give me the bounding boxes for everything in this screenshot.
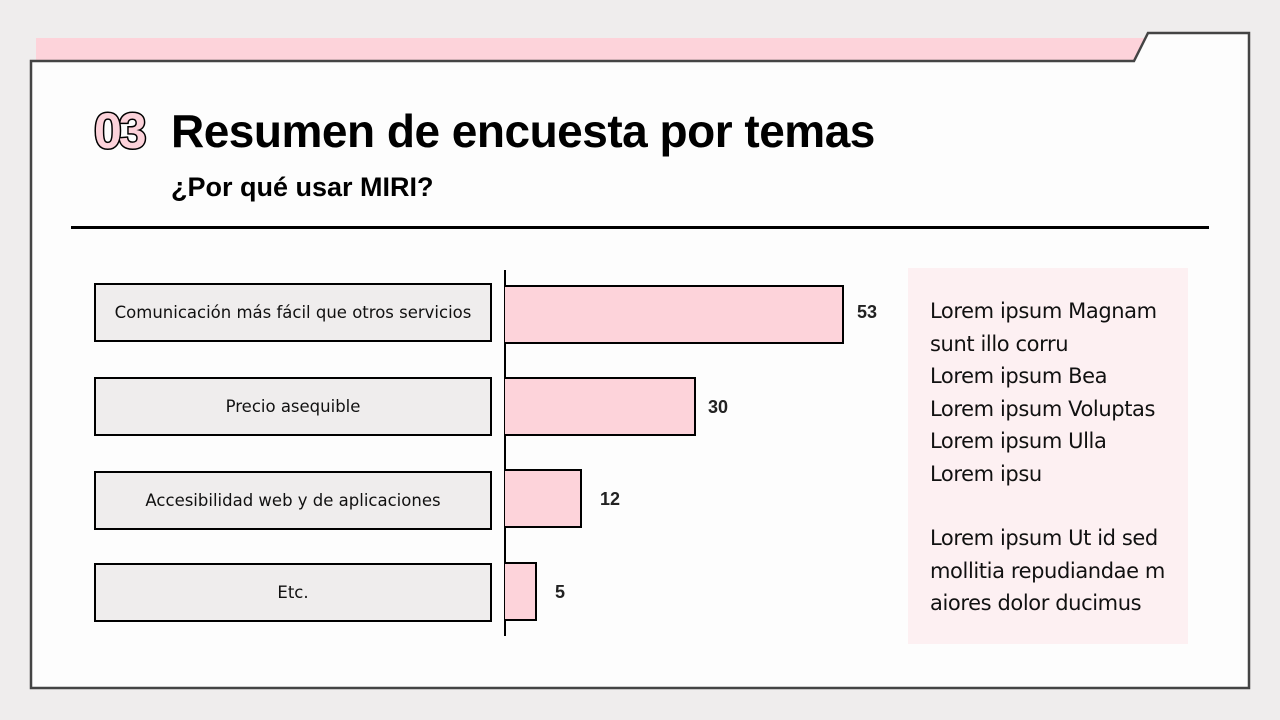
note-line: Lorem ipsu — [930, 461, 1042, 486]
bar-value: 12 — [600, 489, 621, 509]
note-line: Lorem ipsum Bea — [930, 364, 1108, 388]
bar-value: 30 — [708, 397, 729, 417]
category-label: Comunicación más fácil que otros servici… — [94, 283, 492, 342]
note-line: Lorem ipsum Magnam — [930, 299, 1157, 323]
note-line: Lorem ipsum Voluptas — [930, 396, 1156, 421]
bar-item — [505, 562, 537, 621]
note-line: mollitia repudiandae m — [930, 558, 1165, 583]
note-line: Lorem ipsum Ulla — [930, 429, 1107, 453]
category-label: Etc. — [94, 563, 492, 622]
pink-strip-top — [36, 38, 1143, 59]
paragraph-gap — [930, 490, 1188, 522]
slide-subtitle: ¿Por qué usar MIRI? — [171, 172, 434, 202]
note-line: sunt illo corru — [930, 331, 1069, 356]
slide-title: Resumen de encuesta por temas — [171, 105, 875, 157]
category-label: Precio asequible — [94, 377, 492, 436]
bar-value: 5 — [555, 582, 566, 602]
chart-axis — [504, 270, 506, 636]
note-line: Lorem ipsum Ut id sed — [930, 526, 1158, 550]
notes-panel: Lorem ipsum Magnam sunt illo corru Lorem… — [908, 268, 1188, 644]
bar-item — [505, 285, 844, 344]
section-number-badge: 03 — [93, 102, 149, 161]
bar-value: 53 — [857, 302, 878, 322]
bar-item — [505, 377, 696, 436]
bar-item — [505, 469, 582, 528]
note-line: aiores dolor ducimus — [930, 591, 1142, 615]
title-divider — [71, 226, 1209, 229]
category-label: Accesibilidad web y de aplicaciones — [94, 471, 492, 530]
